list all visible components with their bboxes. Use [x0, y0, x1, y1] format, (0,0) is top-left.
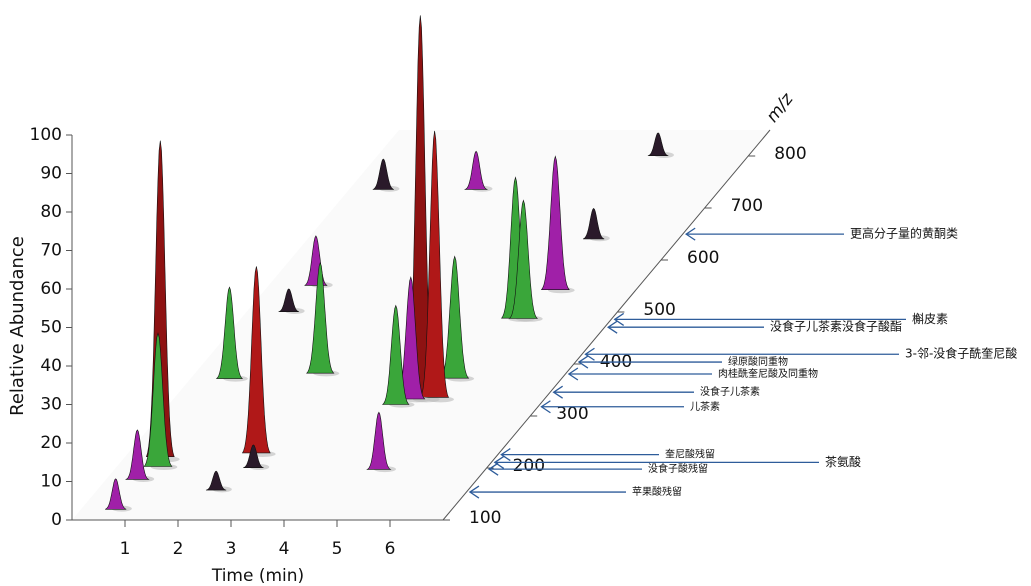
peak [243, 444, 264, 468]
annotation-text: 3-邻-没食子酰奎尼酸 [905, 346, 1017, 361]
x-tick-label: 4 [279, 539, 290, 559]
x-tick-label: 6 [385, 539, 396, 559]
peak [306, 261, 335, 374]
arrow-head [487, 462, 499, 476]
annotation-text: 苹果酸残留 [632, 485, 682, 498]
y-tick-label: 60 [40, 279, 62, 299]
peak [366, 411, 392, 470]
y-tick-label: 30 [40, 395, 62, 415]
annotation-text: 儿茶素 [690, 400, 720, 413]
peak [242, 266, 271, 454]
peak [540, 155, 570, 290]
peaks [105, 15, 674, 512]
peak [215, 286, 244, 379]
peak-shadow [427, 396, 454, 403]
peak [105, 478, 127, 510]
peak [464, 150, 489, 190]
z-tick-label: 800 [774, 144, 806, 164]
x-tick-label: 5 [332, 539, 343, 559]
peak [205, 470, 227, 491]
arrow-head [584, 347, 595, 361]
annotation-text: 没食子酸残留 [648, 462, 708, 475]
z-tick-label: 500 [643, 300, 675, 320]
y-tick-label: 0 [51, 510, 62, 530]
x-tick-label: 2 [173, 539, 184, 559]
peak [143, 332, 173, 467]
y-tick-label: 90 [40, 164, 62, 184]
peak [125, 429, 150, 480]
z-axis [442, 129, 771, 521]
arrow-head [567, 367, 579, 381]
y-axis-label: Relative Abundance [7, 236, 28, 416]
z-tick-label: 100 [469, 508, 501, 528]
y-tick-label: 20 [40, 433, 62, 453]
annotations: 更高分子量的黄酮类槲皮素没食子儿茶素没食子酸酯3-邻-没食子酰奎尼酸绿原酸同重物… [468, 226, 1017, 499]
y-tick-label: 80 [40, 202, 62, 222]
arrow-head [500, 448, 511, 462]
y-tick-label: 100 [30, 125, 62, 145]
peak [145, 140, 175, 457]
peak [440, 255, 470, 379]
z-tick-label: 200 [513, 456, 545, 476]
arrow-head [606, 320, 618, 334]
z-axis-label: m/z [763, 89, 799, 127]
peak [382, 304, 410, 405]
y-tick-label: 10 [40, 472, 62, 492]
y-tick-label: 50 [40, 318, 62, 338]
y-tick-label: 40 [40, 356, 62, 376]
peak [278, 288, 300, 312]
peak [582, 207, 605, 240]
peak [420, 130, 449, 398]
arrow-head [685, 227, 696, 241]
peak [647, 132, 669, 156]
arrow-head [493, 455, 505, 469]
z-tick-label: 700 [731, 196, 763, 216]
annotation-text: 茶氨酸 [825, 454, 861, 469]
arrow-head [613, 312, 625, 326]
arrow-head [552, 385, 564, 399]
arrow-head [540, 400, 551, 414]
arrow-head [468, 485, 480, 499]
annotation-text: 没食子儿茶素 [700, 385, 760, 398]
annotation-text: 绿原酸同重物 [728, 355, 788, 368]
annotation-text: 更高分子量的黄酮类 [850, 226, 958, 241]
peak [508, 199, 538, 319]
arrow-head [577, 355, 589, 369]
annotation-text: 槲皮素 [912, 312, 948, 326]
z-tick-label: 600 [687, 248, 719, 268]
x-tick-label: 3 [226, 539, 237, 559]
x-tick-label: 1 [120, 539, 131, 559]
y-tick-label: 70 [40, 241, 62, 261]
x-axis-label: Time (min) [211, 566, 304, 586]
peak [372, 158, 394, 190]
z-tick-label: 300 [556, 404, 588, 424]
annotation-text: 肉桂酰奎尼酸及同重物 [718, 367, 818, 380]
annotation-text: 奎尼酸残留 [665, 448, 715, 461]
annotation-text: 没食子儿茶素没食子酸酯 [770, 319, 902, 334]
